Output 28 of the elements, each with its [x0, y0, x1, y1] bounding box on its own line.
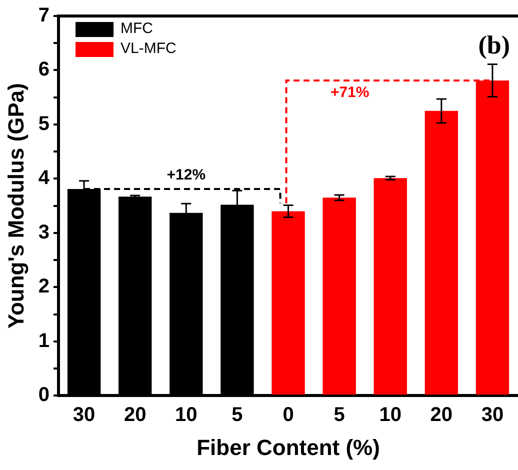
y-tick-label: 2 [38, 276, 50, 298]
y-tick-label: 7 [38, 4, 50, 27]
x-tick-label: 20 [430, 404, 453, 426]
bar [424, 110, 458, 395]
x-tick-label: 5 [334, 404, 345, 426]
bar [374, 178, 407, 395]
y-axis-title: Young's Modulus (GPa) [3, 83, 28, 329]
legend-label: MFC [120, 20, 154, 38]
annotation: (b) [478, 30, 510, 60]
x-tick-label: 30 [72, 404, 96, 426]
x-tick-label: 30 [481, 404, 504, 426]
x-tick-label: 20 [124, 404, 146, 426]
y-tick-label: 6 [38, 58, 50, 81]
annotation: +71% [330, 84, 370, 102]
x-tick-label: 0 [282, 404, 294, 426]
y-tick-label: 5 [38, 112, 50, 135]
x-tick-label: 10 [175, 404, 198, 426]
bar [322, 198, 356, 395]
y-tick-label: 3 [38, 221, 50, 244]
y-tick-label: 1 [38, 330, 50, 352]
bar [272, 211, 305, 395]
legend-label: VL-MFC [120, 40, 177, 58]
x-tick-label: 10 [379, 404, 402, 426]
annotation: +12% [166, 166, 206, 184]
x-tick-label: 5 [232, 404, 243, 426]
x-axis-title: Fiber Content (%) [196, 434, 380, 460]
y-tick-label: 4 [38, 167, 50, 190]
y-tick-label: 0 [38, 384, 50, 406]
